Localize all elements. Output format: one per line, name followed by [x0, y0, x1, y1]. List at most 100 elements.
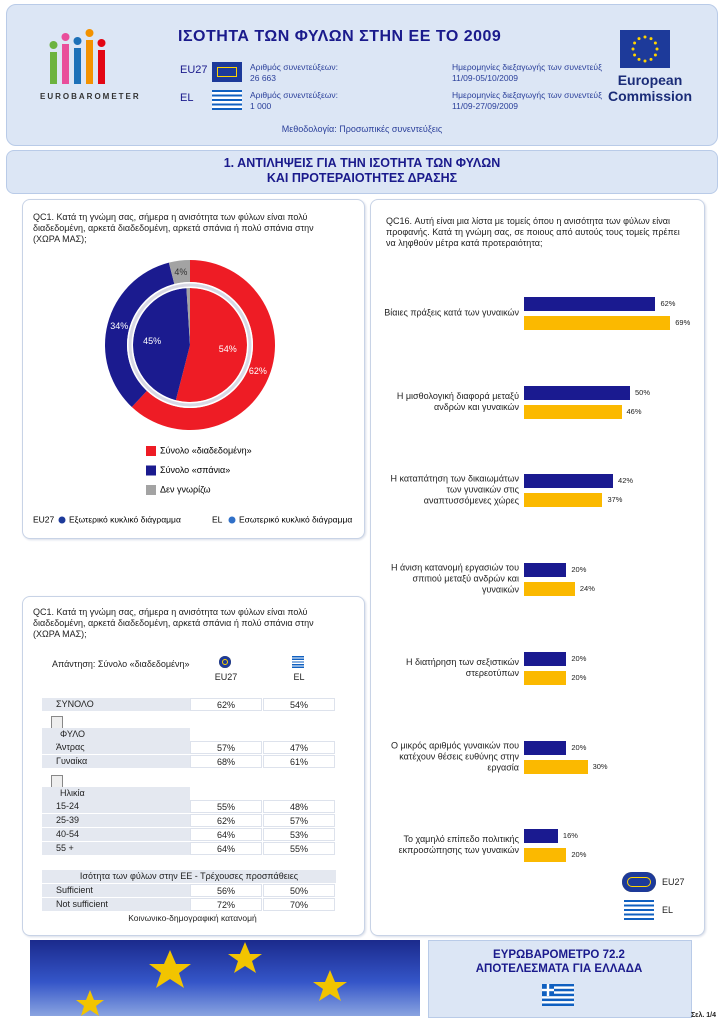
- ring-name: Εσωτερικό κυκλικό διάγραμμα: [239, 514, 352, 524]
- table-note: Κοινωνικο-δημογραφική κατανομή: [128, 913, 257, 923]
- footer-text: ΕΥΡΩΒΑΡΟΜΕΤΡΟ 72.2 ΑΠΟΤΕΛΕΣΜΑΤΑ ΓΙΑ ΕΛΛΑ…: [428, 948, 690, 976]
- pie-slice: [175, 288, 247, 402]
- row-label: Άντρας: [42, 741, 190, 754]
- legend-swatch: [146, 446, 156, 456]
- cell-value: 48%: [263, 800, 335, 813]
- bar: [524, 385, 630, 400]
- cell-value: 68%: [190, 755, 262, 768]
- bar-value-label: 30%: [592, 761, 608, 771]
- bar: [524, 404, 622, 419]
- row-label: 40-54: [42, 828, 190, 841]
- cell-value: 72%: [190, 898, 262, 911]
- commission-line: Commission: [607, 88, 692, 104]
- pie-slice: [168, 260, 190, 284]
- bar-value-label: 46%: [626, 406, 642, 416]
- category-label: Η καταπάτηση των δικαιωμάτων των γυναικώ…: [390, 473, 519, 506]
- category-label: Η διατήρηση των σεξιστικών στερεοτύπων: [405, 656, 519, 678]
- bar-value-label: 42%: [618, 476, 634, 486]
- dates: 11/09-05/10/2009: [452, 73, 519, 83]
- ring-icon: [57, 515, 67, 525]
- bar-value-label: 20%: [571, 850, 587, 860]
- eu-flag-small: [212, 62, 242, 82]
- cell-value: 61%: [263, 755, 335, 768]
- category-label: Βίαιες πράξεις κατά των γυναικών: [384, 307, 519, 318]
- bar: [524, 297, 656, 311]
- cell-value: 64%: [190, 842, 262, 855]
- footer-image: [30, 940, 420, 1016]
- ring-name: Εξωτερικό κυκλικό διάγραμμα: [69, 514, 181, 524]
- legend-swatch: [146, 485, 156, 495]
- footer-stars: [76, 942, 347, 1016]
- row-label: 25-39: [42, 814, 190, 827]
- column-header: EU27: [214, 672, 238, 682]
- pie-chart: 62% 34% 4% 54% 45% Σύνολο «διαδεδομένη» Σύνολο…: [33, 260, 352, 525]
- cell-value: 50%: [263, 884, 335, 897]
- bar-value-label: 16%: [562, 831, 578, 841]
- category-label: Η άνιση κατανομή εργασιών του σπιτιού με…: [391, 562, 519, 595]
- pie-label: 54%: [219, 344, 237, 354]
- ring-separator-tint: [128, 283, 252, 407]
- pie-slice: [186, 288, 190, 345]
- pie-slice: [133, 288, 190, 401]
- commission-line: European: [617, 72, 683, 88]
- footer-line: ΑΠΟΤΕΛΕΣΜΑΤΑ ΓΙΑ ΕΛΛΑΔΑ: [475, 963, 643, 975]
- greek-flag-icon: [624, 900, 654, 920]
- cell-value: 62%: [190, 814, 262, 827]
- row-label: Not sufficient: [42, 898, 190, 911]
- row-label: 15-24: [42, 800, 190, 813]
- logo-bars: [49, 29, 106, 84]
- cell-value: 62%: [190, 698, 262, 711]
- bar: [524, 848, 567, 863]
- cell-value: 54%: [263, 698, 335, 711]
- category-label: Η μισθολογική διαφορά μεταξύ ανδρών και …: [396, 390, 519, 412]
- methodology: Μεθοδολογία: Προσωπικές συνεντεύξεις: [281, 124, 443, 134]
- pie-question: QC1. Κατά τη γνώμη σας, σήμερα η ανισότη…: [33, 212, 314, 244]
- bar-value-label: 50%: [635, 387, 651, 397]
- bar-value-label: 37%: [607, 495, 623, 505]
- bar: [524, 740, 567, 755]
- dates-label: Ημερομηνίες διεξαγωγής των συνεντεύξεων:: [452, 90, 602, 100]
- column-header: EL: [293, 672, 305, 682]
- pie-label: 34%: [110, 321, 128, 331]
- bar-value-label: 69%: [675, 318, 691, 327]
- bar-question: QC16. Αυτή είναι μια λίστα με τομείς όπο…: [386, 216, 680, 248]
- bar: [524, 759, 588, 774]
- greek-flag-icon: [292, 656, 304, 668]
- interviews-label: Αριθμός συνεντεύξεων:: [250, 90, 339, 100]
- cell-value: 56%: [190, 884, 262, 897]
- bar: [524, 651, 567, 666]
- group-title: Ισότητα των φύλων στην ΕΕ - Τρέχουσες πρ…: [42, 870, 336, 883]
- bar: [524, 582, 575, 597]
- greek-flag: [542, 984, 574, 1006]
- ring-code: EL: [212, 514, 223, 524]
- dates-label: Ημερομηνίες διεξαγωγής των συνεντεύξεων:: [452, 62, 602, 72]
- greek-flag-icon: [212, 90, 242, 110]
- bar-value-label: 24%: [579, 584, 595, 594]
- cell-value: 55%: [263, 842, 335, 855]
- interviews: 26 663: [250, 73, 276, 83]
- legend-label: EU27: [662, 877, 685, 887]
- legend-label: EL: [662, 905, 674, 915]
- ring-icon: [227, 515, 237, 525]
- pie-slice: [105, 262, 175, 407]
- interviews: 1 000: [250, 101, 272, 111]
- section-band: [6, 150, 718, 194]
- pie-label: 45%: [143, 336, 161, 346]
- country-code: EU27: [180, 64, 208, 76]
- section-line: 1. ΑΝΤΙΛΗΨΕΙΣ ΓΙΑ ΤΗΝ ΙΣΟΤΗΤΑ ΤΩΝ ΦΥΛΩΝ: [223, 156, 501, 170]
- table-question: QC1. Κατά τη γνώμη σας, σήμερα η ανισότη…: [33, 607, 314, 639]
- legend-label: Σύνολο «διαδεδομένη»: [160, 445, 252, 455]
- dates: 11/09-27/09/2009: [452, 101, 519, 111]
- cell-value: 57%: [263, 814, 335, 827]
- bar-value-label: 20%: [571, 742, 587, 752]
- section-line: ΚΑΙ ΠΡΟΤΕΡΑΙΟΤΗΤΕΣ ΔΡΑΣΗΣ: [266, 171, 458, 185]
- eu-flag-icon: [219, 656, 231, 668]
- footer-line: ΕΥΡΩΒΑΡΟΜΕΤΡΟ 72.2: [493, 949, 625, 961]
- ring-code: EU27: [33, 514, 55, 524]
- bar: [524, 474, 614, 489]
- bar: [524, 563, 567, 578]
- group-title: Ηλικία: [42, 787, 190, 800]
- cell-value: 55%: [190, 800, 262, 813]
- header: [6, 4, 718, 146]
